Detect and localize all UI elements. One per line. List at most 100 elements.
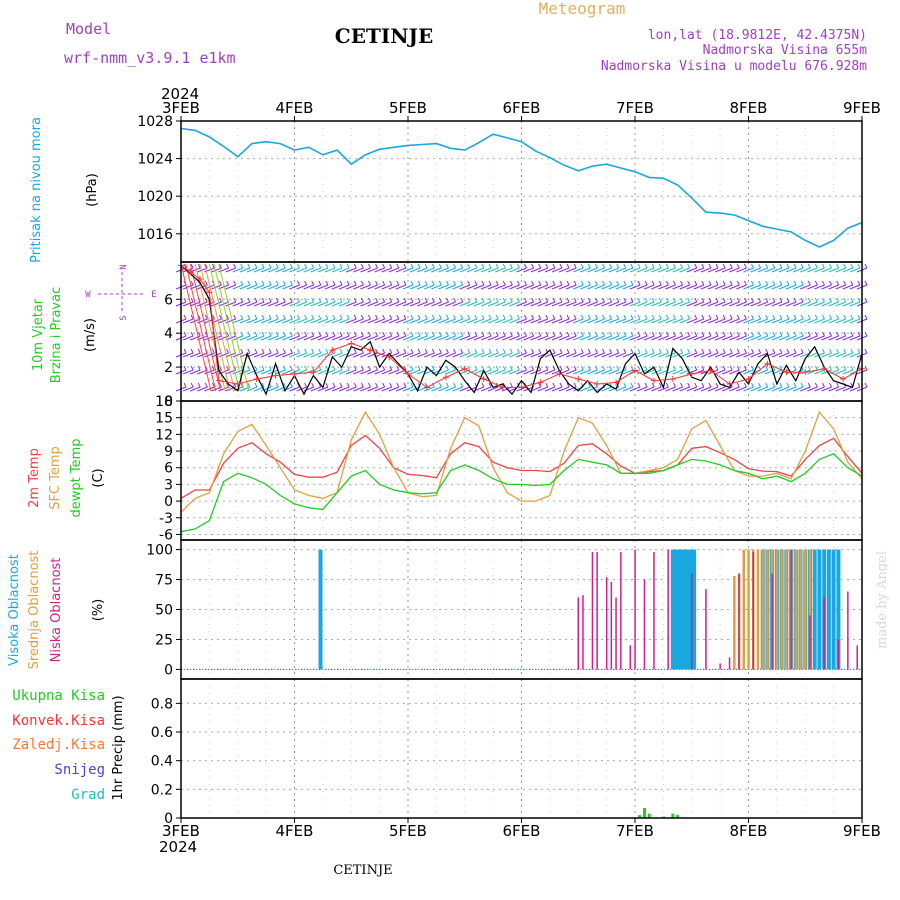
wind-barb — [452, 335, 463, 341]
wind-barb-flag — [637, 348, 641, 354]
wind-barb-flag — [403, 365, 407, 371]
wind-barb-flag — [446, 263, 449, 269]
wind-barb — [644, 386, 655, 392]
wind-gust-marker — [405, 370, 411, 377]
wind-barb — [523, 267, 534, 273]
wind-barb — [665, 267, 676, 273]
wind-barb-flag — [843, 365, 847, 371]
wind-barb — [417, 284, 428, 290]
wind-barb-flag — [183, 297, 187, 303]
wind-barb — [729, 284, 740, 290]
wind-barb-flag — [502, 263, 506, 269]
wind-barb — [381, 335, 392, 341]
wind-barb — [381, 386, 392, 392]
cloud-mid-bar — [799, 549, 802, 670]
wind-barb-flag — [545, 331, 549, 337]
wind-barb-flag — [765, 297, 769, 303]
wind-barb-flag — [772, 280, 776, 286]
wind-barb — [530, 267, 541, 273]
wind-barb — [296, 335, 307, 341]
wind-barb-flag — [587, 365, 591, 371]
wind-barb — [722, 267, 733, 273]
wind-barb — [225, 318, 236, 324]
cloud-high-bar — [682, 549, 687, 670]
wind-barb-flag — [289, 263, 293, 269]
wind-barb — [629, 386, 641, 392]
wind-barb — [736, 386, 747, 392]
wind-barb-flag — [587, 314, 591, 320]
wind-barb — [622, 352, 634, 358]
wind-barb-flag — [183, 348, 187, 354]
wind-barb — [686, 335, 697, 341]
wind-gust-marker — [669, 375, 676, 382]
wind-barb — [594, 267, 605, 273]
wind-barb-flag — [566, 280, 570, 286]
wind-barb-flag — [680, 348, 684, 354]
wind-barb-flag — [680, 314, 684, 320]
cloud-low-bar — [634, 549, 636, 670]
wind-barb-flag — [346, 331, 350, 337]
wind-barb — [750, 352, 761, 358]
cloud-high-bar — [817, 549, 822, 670]
wind-barb — [551, 284, 563, 290]
wind-barb — [480, 318, 492, 324]
wind-barb — [644, 301, 655, 307]
wind-barb-flag — [453, 280, 457, 286]
precipitation-ytick-label: 0.2 — [151, 782, 173, 798]
wind-barb — [459, 301, 470, 307]
wind-barb — [594, 301, 605, 307]
wind-barb-flag — [531, 263, 535, 269]
wind-barb-flag — [318, 365, 322, 371]
wind-gust-marker — [726, 381, 733, 388]
wind-barb — [530, 386, 541, 392]
wind-barb-flag — [488, 365, 492, 371]
wind-barb-flag — [268, 314, 272, 320]
wind-barb — [601, 386, 612, 392]
wind-barb-flag — [261, 382, 265, 388]
wind-barb — [374, 301, 385, 307]
wind-barb — [778, 267, 790, 273]
wind-barb-flag — [211, 314, 215, 320]
wind-barb-flag — [637, 263, 641, 269]
wind-barb-flag — [446, 280, 449, 286]
wind-barb-flag — [779, 263, 783, 269]
wind-barb — [537, 301, 548, 307]
wind-barb-flag — [488, 280, 492, 286]
wind-barb-flag — [460, 382, 464, 388]
wind-barb-flag — [609, 297, 613, 303]
wind-barb-flag — [800, 382, 804, 388]
wind-barb-flag — [680, 365, 684, 371]
wind-gust-marker — [764, 360, 771, 367]
x-tick-label-bottom: 9FEB — [843, 822, 881, 840]
wind-barb-flag — [651, 314, 655, 320]
wind-barb-flag — [857, 348, 861, 354]
wind-barb — [714, 267, 726, 273]
precipitation-frame — [180, 678, 863, 819]
wind-barb — [651, 267, 662, 273]
wind-barb — [693, 284, 705, 290]
wind-barb-flag — [758, 331, 762, 337]
wind-barb-flag — [587, 263, 591, 269]
wind-barb-flag — [509, 297, 513, 303]
wind-barb — [502, 369, 513, 375]
wind-barb-flag — [793, 297, 797, 303]
wind-barb-flag — [665, 382, 669, 388]
wind-barb — [360, 352, 371, 358]
wind-barb — [296, 318, 307, 324]
wind-barb-flag — [836, 314, 840, 320]
wind-barb-flag — [793, 365, 797, 371]
wind-barb — [282, 284, 293, 290]
wind-barb — [381, 318, 392, 324]
wind-barb-flag — [566, 314, 570, 320]
wind-barb — [516, 352, 527, 358]
wind-barb-flag — [630, 314, 634, 320]
wind-barb — [828, 352, 839, 358]
x-tick-label-bottom: 7FEB — [616, 822, 654, 840]
wind-barb-flag — [545, 263, 549, 269]
wind-barb — [849, 318, 861, 324]
wind-barb-flag — [410, 280, 414, 286]
wind-barb — [814, 284, 825, 290]
wind-barb-flag — [247, 280, 251, 286]
wind-barb — [268, 301, 279, 307]
cloud-low-bar — [643, 579, 646, 670]
